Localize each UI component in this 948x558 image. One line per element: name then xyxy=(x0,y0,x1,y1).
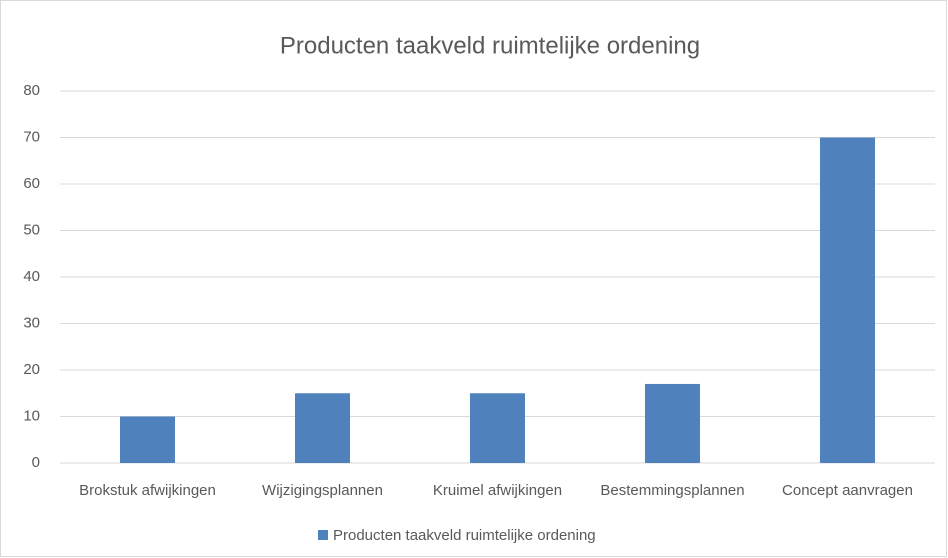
y-tick-label: 70 xyxy=(23,128,40,145)
bar xyxy=(820,137,875,463)
x-tick-label: Concept aanvragen xyxy=(782,482,913,499)
bar xyxy=(470,393,525,463)
y-tick-label: 20 xyxy=(23,361,40,378)
bar xyxy=(295,393,350,463)
y-tick-label: 80 xyxy=(23,82,40,99)
y-tick-label: 40 xyxy=(23,268,40,285)
y-tick-label: 30 xyxy=(23,314,40,331)
y-tick-label: 60 xyxy=(23,175,40,192)
y-tick-label: 0 xyxy=(32,454,40,471)
x-tick-label: Brokstuk afwijkingen xyxy=(79,482,216,499)
bar xyxy=(120,416,175,463)
legend-label: Producten taakveld ruimtelijke ordening xyxy=(333,527,596,544)
bar xyxy=(645,383,700,463)
x-tick-label: Kruimel afwijkingen xyxy=(433,482,562,499)
y-tick-label: 50 xyxy=(23,221,40,238)
y-tick-label: 10 xyxy=(23,407,40,424)
legend-swatch xyxy=(318,530,328,540)
chart-title: Producten taakveld ruimtelijke ordening xyxy=(280,32,700,59)
x-tick-label: Bestemmingsplannen xyxy=(600,482,744,499)
x-tick-label: Wijzigingsplannen xyxy=(262,482,383,499)
